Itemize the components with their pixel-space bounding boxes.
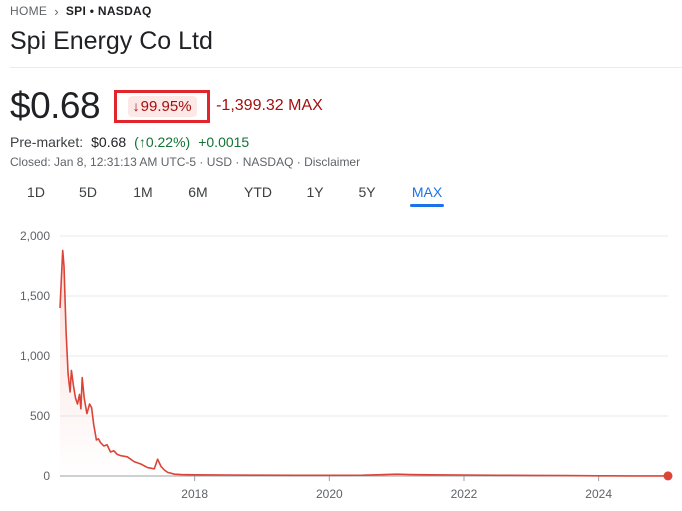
- change-absolute-value: -1,399.32 MAX: [216, 97, 323, 114]
- y-tick-label: 1,500: [20, 289, 50, 303]
- tab-1y[interactable]: 1Y: [306, 184, 324, 200]
- tab-6m[interactable]: 6M: [188, 184, 208, 200]
- y-tick-label: 1,000: [20, 349, 50, 363]
- y-tick-label: 0: [43, 469, 50, 483]
- y-tick-label: 2,000: [20, 229, 50, 243]
- x-tick-label: 2024: [585, 487, 612, 501]
- premarket-change-percent-value: 0.22%: [145, 134, 186, 150]
- premarket-label: Pre-market:: [10, 134, 84, 150]
- range-tabs: 1D 5D 1M 6M YTD 1Y 5Y MAX: [0, 180, 470, 210]
- price-area: [60, 250, 668, 476]
- tab-max[interactable]: MAX: [410, 180, 444, 207]
- premarket-price: $0.68: [91, 134, 127, 150]
- x-tick-label: 2020: [316, 487, 343, 501]
- price-row: $0.68 ↓ 99.95% -1,399.32 MAX: [10, 85, 323, 126]
- breadcrumb-ticker: SPI • NASDAQ: [65, 4, 152, 18]
- title-divider: [10, 67, 682, 68]
- premarket-change-percent: (↑0.22%): [134, 134, 191, 150]
- x-tick-label: 2022: [451, 487, 478, 501]
- y-tick-label: 500: [30, 409, 50, 423]
- chevron-right-icon: ›: [54, 3, 59, 19]
- tab-ytd[interactable]: YTD: [244, 184, 272, 200]
- breadcrumb: HOME › SPI • NASDAQ: [10, 3, 152, 19]
- page-title: Spi Energy Co Ltd: [10, 27, 213, 55]
- tab-1d[interactable]: 1D: [27, 184, 45, 200]
- change-percent-badge: ↓ 99.95%: [127, 95, 197, 117]
- tab-5d[interactable]: 5D: [79, 184, 97, 200]
- change-percent-value: 99.95%: [140, 97, 192, 115]
- premarket-row: Pre-market: $0.68 (↑0.22%) +0.0015: [10, 134, 249, 150]
- breadcrumb-home-link[interactable]: HOME: [10, 4, 48, 18]
- current-price: $0.68: [10, 85, 101, 126]
- market-status-info: Closed: Jan 8, 12:31:13 AM UTC-5 · USD ·…: [10, 155, 361, 169]
- change-percent-highlight: ↓ 99.95%: [114, 89, 211, 123]
- x-tick-label: 2018: [181, 487, 208, 501]
- arrow-up-icon: ↑: [138, 134, 146, 150]
- tab-5y[interactable]: 5Y: [358, 184, 376, 200]
- current-price-dot: [663, 471, 673, 481]
- price-chart-svg: 0 500 1,000 1,500 2,000 2018 2020 2022 2024: [20, 229, 673, 501]
- arrow-down-icon: ↓: [132, 98, 140, 114]
- tab-1m[interactable]: 1M: [133, 184, 153, 200]
- price-chart[interactable]: 0 500 1,000 1,500 2,000 2018 2020 2022 2024: [0, 222, 682, 511]
- price-line: [59, 249, 668, 477]
- premarket-change-absolute: +0.0015: [198, 134, 250, 150]
